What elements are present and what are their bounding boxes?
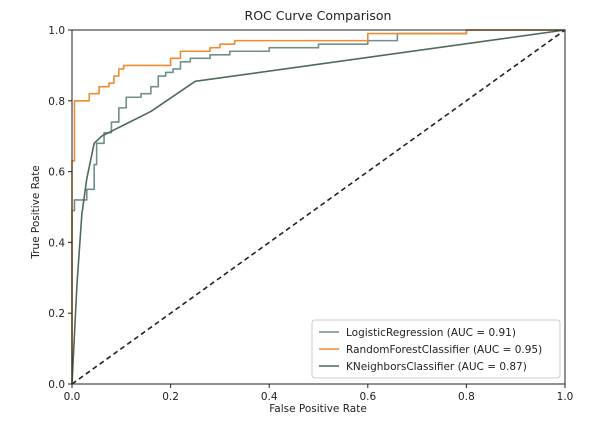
y-tick-label: 0.0 xyxy=(48,379,65,391)
x-tick-label: 0.0 xyxy=(64,391,81,403)
x-tick-label: 0.4 xyxy=(261,391,278,403)
series-line-0 xyxy=(71,29,565,384)
legend-label-2: KNeighborsClassifier (AUC = 0.87) xyxy=(346,361,527,373)
x-tick-label: 1.0 xyxy=(557,391,574,403)
series-line-2 xyxy=(71,29,566,385)
y-axis-label: True Positive Rate xyxy=(30,165,42,260)
legend-box xyxy=(311,319,561,379)
x-tick-label: 0.6 xyxy=(359,391,376,403)
y-tick-label: 0.4 xyxy=(48,237,65,249)
legend-label-1: RandomForestClassifier (AUC = 0.95) xyxy=(346,344,542,356)
y-tick-label: 0.2 xyxy=(48,308,65,320)
y-tick-label: 0.8 xyxy=(48,96,65,108)
x-tick-label: 0.2 xyxy=(162,391,179,403)
plot-area: 0.0 0.2 0.4 0.6 0.8 1.0 0.0 0.2 0.4 0.6 0.8 1.0 Logi… xyxy=(48,25,573,403)
series-line-1 xyxy=(71,29,565,384)
chart-title: ROC Curve Comparison xyxy=(245,8,392,23)
y-tick-label: 1.0 xyxy=(48,25,65,37)
chance-diagonal-line xyxy=(71,29,566,385)
legend-label-0: LogisticRegression (AUC = 0.91) xyxy=(346,327,516,339)
plot-frame xyxy=(71,29,566,385)
x-axis-label: False Positive Rate xyxy=(269,403,367,415)
x-tick-label: 0.8 xyxy=(458,391,475,403)
y-tick-label: 0.6 xyxy=(48,167,65,179)
